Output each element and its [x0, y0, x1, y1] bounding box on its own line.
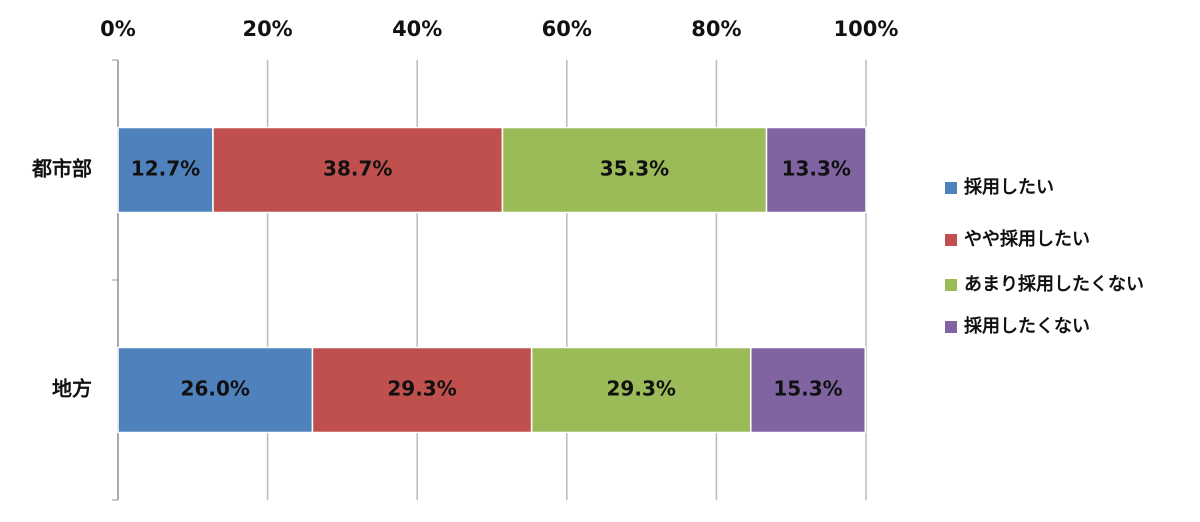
legend-swatch	[945, 279, 957, 291]
bar-segment	[311, 346, 533, 434]
value-label: 15.3%	[773, 377, 842, 401]
bar-segment	[501, 126, 768, 214]
bar-segment	[750, 346, 867, 434]
bar-segment	[530, 346, 752, 434]
x-tick-label: 80%	[691, 17, 741, 41]
legend-label: やや採用したい	[964, 228, 1090, 250]
x-tick-label: 100%	[834, 17, 899, 41]
legend-swatch	[945, 321, 957, 333]
y-tick-label: 地方	[52, 377, 92, 401]
bar-segment	[212, 126, 504, 214]
x-tick-label: 0%	[100, 17, 136, 41]
value-label: 26.0%	[181, 377, 250, 401]
value-label: 35.3%	[600, 157, 669, 181]
value-label: 12.7%	[131, 157, 200, 181]
legend-label: 採用したくない	[964, 315, 1090, 337]
bar-segment	[765, 126, 867, 214]
value-label: 29.3%	[607, 377, 676, 401]
x-tick-label: 20%	[242, 17, 292, 41]
legend-label: あまり採用したくない	[964, 273, 1144, 295]
value-label: 29.3%	[387, 377, 456, 401]
bar-segment	[117, 346, 314, 434]
x-tick-label: 60%	[542, 17, 592, 41]
x-tick-label: 40%	[392, 17, 442, 41]
legend-swatch	[945, 182, 957, 194]
y-tick-label: 都市部	[31, 157, 92, 181]
value-label: 38.7%	[323, 157, 392, 181]
legend-label: 採用したい	[964, 176, 1054, 198]
legend-swatch	[945, 234, 957, 246]
value-label: 13.3%	[782, 157, 851, 181]
